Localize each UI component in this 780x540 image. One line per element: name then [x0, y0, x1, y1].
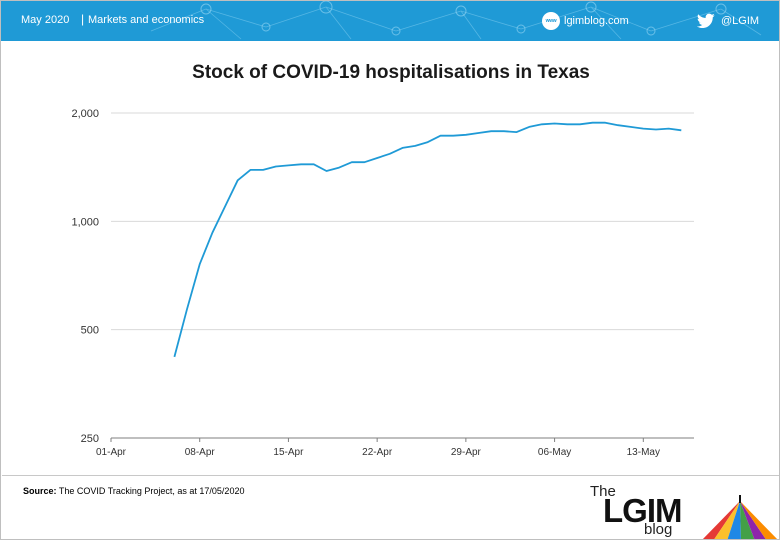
header-category-link[interactable]: Markets and economics [88, 14, 205, 26]
x-tick-label: 15-Apr [273, 447, 304, 458]
twitter-icon [697, 13, 715, 29]
x-tick-label: 08-Apr [185, 447, 216, 458]
y-tick-label: 500 [81, 325, 99, 337]
source-note: Source: The COVID Tracking Project, as a… [23, 486, 244, 496]
footer-divider [2, 475, 779, 476]
header-separator: | [81, 12, 85, 26]
umbrella-icon [702, 495, 778, 539]
header-date: May 2020 [21, 14, 70, 26]
source-text: The COVID Tracking Project, as at 17/05/… [58, 486, 245, 496]
website-label: lgimblog.com [564, 15, 629, 27]
logo-brand: LGIM [603, 492, 682, 529]
lgim-blog-logo[interactable]: The LGIM blog [589, 481, 779, 539]
twitter-link[interactable]: @LGIM [697, 11, 759, 31]
series-line [173, 121, 682, 358]
twitter-handle: @LGIM [721, 15, 760, 27]
logo-the: The [590, 483, 616, 500]
x-tick-label: 01-Apr [96, 447, 127, 458]
x-tick-label: 06-May [538, 447, 571, 458]
chart-title: Stock of COVID-19 hospitalisations in Te… [192, 62, 590, 83]
x-tick-label: 13-May [627, 447, 660, 458]
x-tick-label: 29-Apr [451, 447, 482, 458]
y-tick-label: 1,000 [71, 216, 99, 228]
header-banner: May 2020 | Markets and economics www lgi… [1, 1, 779, 41]
y-tick-label: 2,000 [71, 108, 99, 120]
network-pattern [150, 1, 762, 40]
website-link[interactable]: www lgimblog.com [542, 11, 629, 31]
www-icon: www [542, 12, 560, 30]
logo-blog: blog [644, 521, 673, 538]
source-label: Source: [23, 486, 57, 496]
x-tick-label: 22-Apr [362, 447, 393, 458]
y-tick-label: 250 [81, 433, 99, 445]
